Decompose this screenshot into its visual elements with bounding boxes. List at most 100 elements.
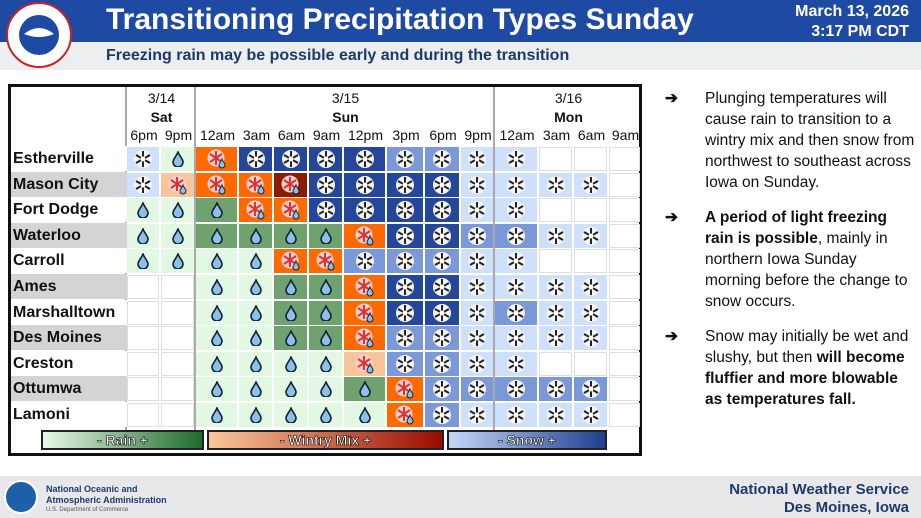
snow-icon (432, 405, 452, 425)
message-text: Snow may initially be wet and slushy, bu… (705, 328, 909, 366)
rain-icon (284, 304, 298, 321)
city-label: Des Moines (11, 325, 127, 351)
snow-icon (355, 175, 375, 195)
wintry-mix-cell (309, 249, 342, 274)
snow-icon (506, 405, 526, 425)
snow-icon (432, 354, 452, 374)
rain-icon (319, 407, 333, 423)
arrow-icon: ➔ (665, 328, 678, 345)
snow-icon (506, 379, 526, 399)
city-label: Estherville (11, 146, 127, 171)
rain-cell (127, 223, 159, 248)
empty-cell (609, 300, 640, 325)
wintry-mix-cell (344, 326, 385, 351)
snow-cell (461, 377, 493, 402)
snow-cell (425, 377, 459, 402)
city-label: Carroll (11, 248, 127, 274)
snow-cell (495, 172, 537, 197)
snow-icon (581, 379, 601, 399)
rain-icon (136, 227, 150, 244)
snow-cell (309, 172, 342, 197)
rain-cell (196, 326, 237, 351)
noaa-name: National Oceanic and Atmospheric Adminis… (46, 484, 167, 505)
rain-icon (358, 407, 372, 423)
wintry-mix-cell (387, 377, 423, 402)
rain-cell (239, 275, 272, 299)
snow-cell (461, 223, 493, 248)
snow-icon (581, 175, 601, 195)
time-header: 9pm (164, 127, 193, 143)
wintry-mix-cell (161, 172, 194, 197)
wintry-mix-cell (344, 223, 385, 248)
snow-cell (495, 223, 537, 248)
snow-icon (467, 149, 487, 169)
wintry-mix-cell (344, 275, 385, 299)
snow-cell (495, 300, 537, 325)
issue-date: March 13, 2026 (795, 3, 909, 20)
snow-icon (506, 277, 526, 297)
empty-cell (609, 351, 640, 376)
rain-icon (358, 381, 372, 398)
rain-cell (239, 326, 272, 351)
city-label: Waterloo (11, 222, 127, 248)
snow-icon (546, 277, 566, 297)
wintry-mix-icon (207, 175, 227, 195)
snow-cell (574, 300, 607, 325)
snow-icon (432, 226, 452, 246)
empty-cell (161, 326, 194, 351)
rain-cell (309, 377, 342, 402)
empty-cell (127, 377, 159, 402)
legend-rain: - Rain + (41, 430, 204, 450)
rain-icon (319, 279, 333, 295)
issue-time: 3:17 PM CDT (811, 23, 909, 40)
snow-cell (425, 300, 459, 325)
snow-cell (344, 249, 385, 274)
snow-icon (355, 149, 375, 169)
header-bar (0, 0, 921, 42)
empty-cell (127, 300, 159, 325)
city-label: Ottumwa (11, 376, 127, 402)
snow-cell (344, 172, 385, 197)
snow-icon (467, 175, 487, 195)
snow-icon (432, 379, 452, 399)
issue-datetime: March 13, 2026 3:17 PM CDT (795, 2, 909, 42)
wintry-mix-icon (355, 277, 375, 297)
snow-icon (506, 149, 526, 169)
rain-cell (196, 275, 237, 299)
wintry-mix-icon (168, 175, 188, 195)
rain-cell (344, 377, 385, 402)
wintry-mix-icon (246, 200, 266, 220)
rain-icon (136, 202, 150, 219)
office-name: Des Moines, Iowa (783, 499, 909, 516)
rain-icon (284, 279, 298, 295)
rain-cell (239, 249, 272, 274)
snow-icon (467, 354, 487, 374)
day-name: Sat (150, 109, 173, 125)
empty-cell (609, 223, 640, 248)
legend-wintry-mix: - Wintry Mix + (207, 430, 444, 450)
day-divider (194, 87, 196, 430)
snow-cell (387, 351, 423, 376)
snow-icon (506, 354, 526, 374)
rain-icon (284, 381, 298, 398)
snow-icon (395, 251, 415, 271)
message-text: A period of light freezing rain is possi… (705, 209, 887, 247)
snow-icon (395, 328, 415, 348)
legend-snow: - Snow + (447, 430, 607, 450)
empty-cell (609, 403, 640, 427)
city-label: Mason City (11, 171, 127, 197)
rain-cell (309, 275, 342, 299)
empty-cell (539, 249, 572, 274)
snow-cell (387, 249, 423, 274)
snow-icon (395, 277, 415, 297)
empty-cell (127, 326, 159, 351)
snow-cell (425, 249, 459, 274)
snow-cell (387, 326, 423, 351)
snow-cell (539, 172, 572, 197)
rain-icon (249, 330, 263, 347)
snow-icon (432, 251, 452, 271)
nws-logo (6, 2, 72, 68)
rain-cell (239, 377, 272, 402)
rain-icon (210, 202, 224, 219)
snow-cell (539, 300, 572, 325)
